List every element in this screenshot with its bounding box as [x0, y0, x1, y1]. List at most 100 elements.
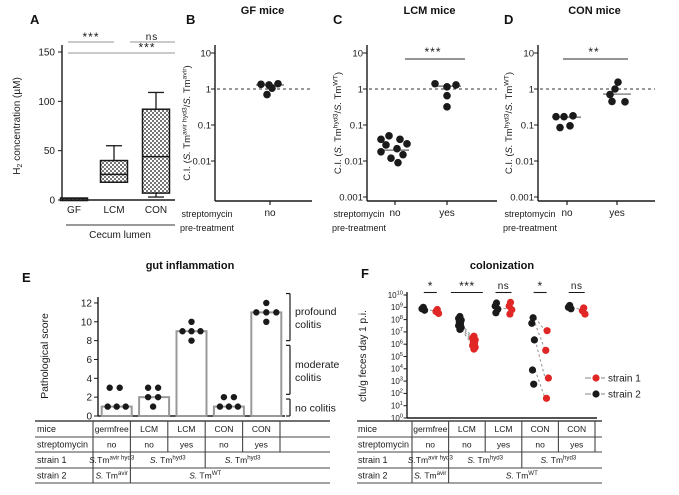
svg-text:LCM: LCM — [178, 424, 196, 434]
svg-text:1010: 1010 — [388, 290, 403, 300]
svg-text:streptomycin: streptomycin — [181, 209, 232, 219]
svg-text:CON: CON — [567, 424, 586, 434]
svg-text:109: 109 — [391, 303, 403, 313]
svg-text:no: no — [535, 440, 545, 450]
panel-e-letter: E — [22, 270, 31, 285]
panel-d-title: CON mice — [568, 5, 621, 17]
svg-text:S. TmWT: S. TmWT — [506, 470, 538, 481]
svg-text:strain 1: strain 1 — [358, 455, 388, 465]
panel-a-letter: A — [30, 12, 40, 27]
panel-c-letter: C — [333, 12, 343, 27]
svg-text:no: no — [426, 440, 436, 450]
svg-text:ns: ns — [498, 281, 510, 292]
panel-b-chart: 10 1 0.1 0.01C.I. (S. Tmavir hyd3/S. Tmavir… — [180, 45, 312, 233]
svg-text:***: *** — [82, 30, 99, 44]
svg-text:0.001: 0.001 — [339, 193, 363, 204]
svg-text:ns: ns — [146, 32, 159, 43]
svg-text:100: 100 — [391, 413, 403, 423]
svg-text:150: 150 — [38, 48, 55, 59]
svg-text:streptomycin: streptomycin — [333, 209, 384, 219]
svg-text:*: * — [428, 279, 433, 293]
svg-text:no colitis: no colitis — [295, 403, 336, 415]
svg-text:yes: yes — [255, 440, 268, 450]
svg-text:106: 106 — [391, 340, 403, 350]
svg-text:moderate: moderate — [295, 359, 340, 371]
panel-c-chart: 10 1 0.1 0.01 0.001 C.I. (S. Tmhyd3/S. TmWT) n… — [332, 45, 497, 233]
panel-c-title: LCM mice — [403, 5, 456, 17]
svg-text:100: 100 — [38, 97, 55, 108]
svg-text:S. TmWT: S. TmWT — [189, 470, 221, 481]
svg-text:strain 1: strain 1 — [37, 455, 67, 465]
svg-text:C.I. (S. Tmhyd3/S. TmWT): C.I. (S. Tmhyd3/S. TmWT) — [504, 72, 516, 174]
svg-text:107: 107 — [391, 327, 403, 337]
svg-text:1: 1 — [358, 85, 363, 96]
svg-text:104: 104 — [391, 364, 404, 374]
svg-text:0.01: 0.01 — [193, 157, 212, 168]
svg-text:LCM: LCM — [140, 424, 158, 434]
svg-text:pre-treatment: pre-treatment — [332, 223, 387, 233]
svg-text:*: * — [538, 279, 543, 293]
svg-text:streptomycin: streptomycin — [37, 440, 88, 450]
svg-text:germfree: germfree — [413, 424, 447, 434]
svg-text:0.01: 0.01 — [516, 157, 535, 168]
svg-text:4: 4 — [86, 374, 92, 385]
svg-text:yes: yes — [439, 208, 455, 219]
svg-text:CON: CON — [252, 424, 271, 434]
svg-text:101: 101 — [391, 401, 403, 411]
svg-text:S.Tmavir hyd3: S.Tmavir hyd3 — [89, 455, 135, 466]
svg-text:no: no — [144, 440, 154, 450]
panel-e-title: gut inflammation — [145, 260, 235, 272]
svg-text:strain 1: strain 1 — [608, 374, 641, 385]
svg-text:6: 6 — [86, 355, 92, 366]
svg-text:12: 12 — [81, 298, 93, 309]
svg-text:0.1: 0.1 — [521, 121, 534, 132]
svg-text:10: 10 — [352, 49, 363, 60]
svg-text:0: 0 — [86, 412, 92, 423]
svg-text:8: 8 — [86, 336, 92, 347]
svg-text:0.1: 0.1 — [350, 121, 363, 132]
svg-text:103: 103 — [391, 376, 403, 386]
svg-text:yes: yes — [497, 440, 510, 450]
svg-text:pre-treatment: pre-treatment — [503, 223, 558, 233]
svg-text:0.001: 0.001 — [510, 193, 534, 204]
svg-text:105: 105 — [391, 352, 403, 362]
svg-text:strain 2: strain 2 — [608, 390, 641, 401]
svg-text:10: 10 — [523, 49, 534, 60]
svg-text:S. Tmhyd3: S. Tmhyd3 — [541, 455, 577, 466]
svg-text:no: no — [561, 208, 573, 219]
svg-text:1: 1 — [206, 85, 211, 96]
svg-text:S.Tmavir hyd3: S.Tmavir hyd3 — [408, 455, 454, 466]
svg-text:CON: CON — [145, 205, 167, 216]
svg-text:no: no — [462, 440, 472, 450]
svg-text:***: *** — [138, 41, 155, 55]
svg-text:strain 2: strain 2 — [358, 471, 388, 481]
svg-text:10: 10 — [200, 49, 211, 60]
svg-text:50: 50 — [44, 146, 56, 157]
svg-text:LCM: LCM — [458, 424, 476, 434]
svg-text:no: no — [219, 440, 229, 450]
svg-text:yes: yes — [609, 208, 625, 219]
svg-text:S. Tmhyd3: S. Tmhyd3 — [225, 455, 261, 466]
panel-f-chart: 100 101 102 103 104 105 106 107 108 109 1010 cfu/g … — [357, 279, 641, 484]
svg-text:102: 102 — [391, 389, 403, 399]
svg-text:0.01: 0.01 — [345, 157, 364, 168]
svg-text:C.I. (S. Tmhyd3/S. TmWT): C.I. (S. Tmhyd3/S. TmWT) — [333, 72, 345, 174]
svg-text:mice: mice — [37, 424, 56, 434]
svg-text:LCM: LCM — [103, 205, 124, 216]
svg-text:cfu/g feces day 1 p.i.: cfu/g feces day 1 p.i. — [358, 310, 369, 402]
svg-text:colitis: colitis — [295, 319, 321, 331]
svg-text:***: *** — [459, 279, 475, 293]
svg-text:GF: GF — [67, 205, 81, 216]
svg-text:streptomycin: streptomycin — [504, 209, 555, 219]
svg-text:strain 2: strain 2 — [37, 471, 67, 481]
svg-text:Cecum lumen: Cecum lumen — [89, 230, 151, 241]
svg-text:0: 0 — [49, 196, 55, 207]
panel-a-chart: 0 50 100 150 H2 concentration (µM) GF LCM CON **… — [12, 30, 175, 241]
svg-text:streptomycin: streptomycin — [358, 440, 409, 450]
svg-text:no: no — [389, 208, 401, 219]
panel-f-letter: F — [361, 266, 369, 281]
svg-text:no: no — [107, 440, 117, 450]
svg-text:profound: profound — [295, 306, 337, 318]
